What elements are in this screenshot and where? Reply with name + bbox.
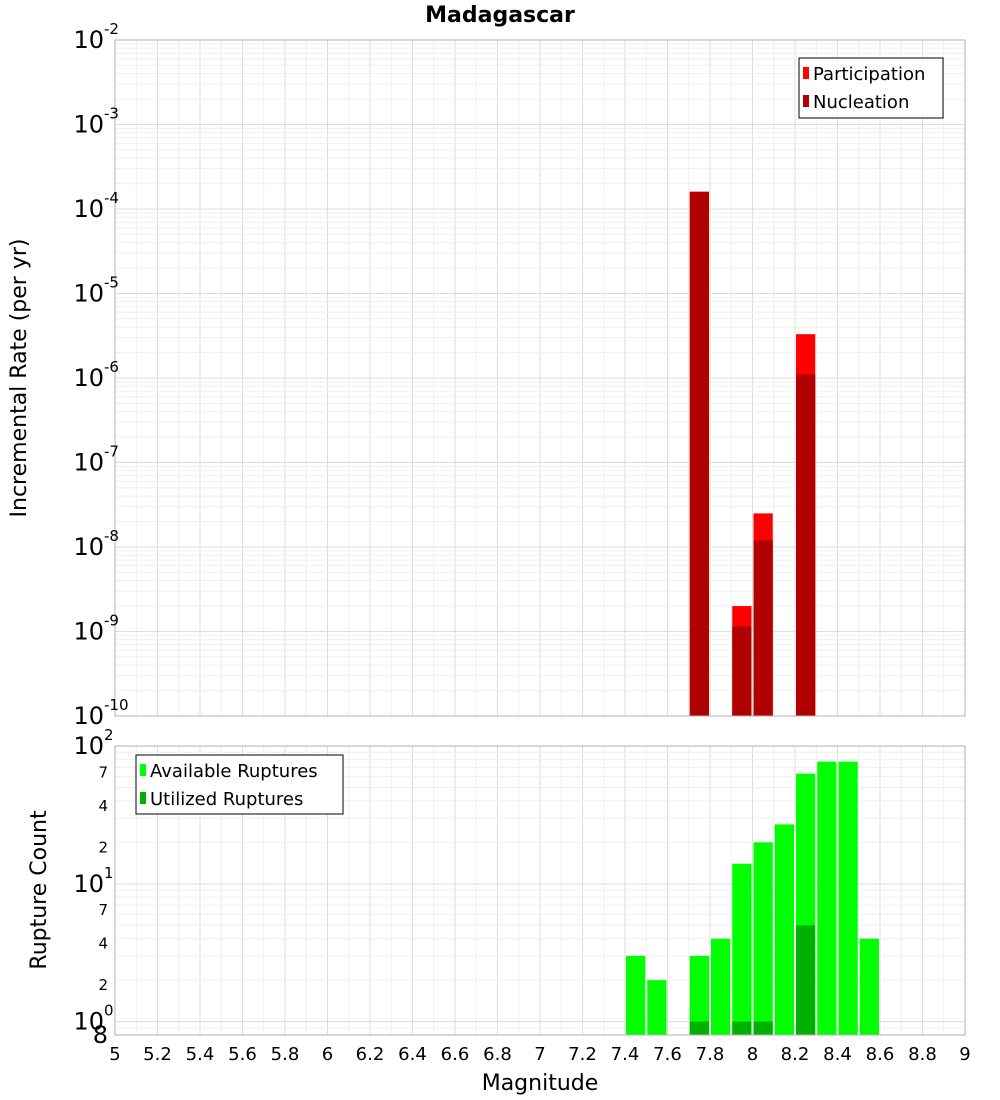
y-tick-exponent: -7 xyxy=(104,443,119,461)
x-tick-label: 5.8 xyxy=(271,1044,300,1065)
chart-title: Madagascar xyxy=(425,3,575,28)
legend-entry: Nucleation xyxy=(813,92,909,113)
y-tick-label: 10 xyxy=(73,449,104,477)
legend-swatch xyxy=(140,764,146,776)
x-tick-label: 8.2 xyxy=(781,1044,810,1065)
y-tick-label: 10 xyxy=(73,618,104,646)
x-tick-label: 6.4 xyxy=(398,1044,427,1065)
y-tick-exponent: -10 xyxy=(104,696,129,714)
bar-nucleation xyxy=(732,626,752,716)
x-tick-label: 8 xyxy=(747,1044,758,1065)
bar-nucleation xyxy=(753,540,773,716)
y-minor-tick-label: 4 xyxy=(98,797,108,815)
bar-utilized-ruptures xyxy=(796,925,816,1035)
x-tick-label: 7 xyxy=(534,1044,545,1065)
y-tick-label: 10 xyxy=(73,702,104,730)
legend-entry: Available Ruptures xyxy=(150,761,318,782)
x-tick-label: 5.6 xyxy=(228,1044,257,1065)
x-tick-label: 7.2 xyxy=(568,1044,597,1065)
y-tick-label: 10 xyxy=(73,280,104,308)
legend-box xyxy=(798,57,944,119)
bar-available-ruptures xyxy=(753,842,773,1035)
x-tick-label: 8.8 xyxy=(908,1044,937,1065)
x-tick-label: 7.6 xyxy=(653,1044,682,1065)
x-axis-label: Magnitude xyxy=(482,1071,599,1096)
x-tick-label: 7.4 xyxy=(611,1044,640,1065)
bottom-plot-frame xyxy=(114,745,966,1036)
y-tick-exponent: -9 xyxy=(104,612,119,630)
bar-available-ruptures xyxy=(774,824,794,1035)
y-tick-exponent: -2 xyxy=(104,20,119,38)
bottom-bars xyxy=(626,761,879,1035)
x-tick-labels: 5 5.2 5.4 5.6 5.8 6 6.2 6.4 6.6 6.8 7 7.2 7.4 7.6 7.8 8… xyxy=(109,1044,970,1065)
bar-available-ruptures xyxy=(626,955,646,1035)
legend-box xyxy=(135,754,344,815)
x-tick-label: 8.4 xyxy=(823,1044,852,1065)
bar-available-ruptures xyxy=(859,938,879,1035)
y-minor-tick-label: 8 xyxy=(93,1021,108,1049)
x-tick-label: 6.2 xyxy=(356,1044,385,1065)
bar-utilized-ruptures xyxy=(753,1021,773,1035)
x-tick-label: 6 xyxy=(322,1044,333,1065)
bar-available-ruptures xyxy=(838,761,858,1035)
y-minor-tick-label: 2 xyxy=(98,838,108,856)
bar-nucleation xyxy=(796,374,816,716)
top-bars xyxy=(689,191,816,717)
legend-swatch xyxy=(140,792,146,804)
y-tick-label: 10 xyxy=(73,195,104,223)
y-tick-exponent: -3 xyxy=(104,105,119,123)
x-tick-label: 9 xyxy=(959,1044,970,1065)
x-tick-label: 5 xyxy=(109,1044,120,1065)
y-tick-exponent: -6 xyxy=(104,358,119,376)
y-tick-exponent: 1 xyxy=(104,864,114,882)
y-tick-exponent: -5 xyxy=(104,274,119,292)
legend-entry: Participation xyxy=(813,64,925,85)
bar-available-ruptures xyxy=(689,955,709,1035)
bottom-legend: Available Ruptures Utilized Ruptures xyxy=(135,754,344,815)
y-tick-label: 10 xyxy=(73,364,104,392)
y-tick-exponent: -8 xyxy=(104,527,119,545)
y-tick-label: 10 xyxy=(73,732,104,760)
bottom-y-axis-label: Rupture Count xyxy=(27,810,52,970)
y-tick-exponent: 0 xyxy=(104,1002,114,1020)
legend-entry: Utilized Ruptures xyxy=(150,789,303,810)
x-tick-label: 7.8 xyxy=(696,1044,725,1065)
x-tick-label: 8.6 xyxy=(866,1044,895,1065)
bar-available-ruptures xyxy=(817,761,837,1035)
y-tick-exponent: 2 xyxy=(104,726,114,744)
top-y-axis-label: Incremental Rate (per yr) xyxy=(7,239,32,518)
bar-utilized-ruptures xyxy=(689,1021,709,1035)
y-minor-tick-label: 7 xyxy=(98,763,108,781)
top-plot-frame xyxy=(114,39,966,717)
y-minor-tick-label: 7 xyxy=(98,901,108,919)
bar-nucleation xyxy=(689,191,709,717)
x-tick-label: 6.6 xyxy=(441,1044,470,1065)
top-gridlines xyxy=(114,39,966,717)
legend-swatch xyxy=(803,95,809,107)
bar-available-ruptures xyxy=(711,938,731,1035)
x-tick-label: 5.2 xyxy=(143,1044,172,1065)
y-tick-exponent: -4 xyxy=(104,189,119,207)
y-tick-label: 10 xyxy=(73,870,104,898)
x-tick-label: 5.4 xyxy=(186,1044,215,1065)
top-legend: Participation Nucleation xyxy=(798,57,944,119)
bar-available-ruptures xyxy=(732,863,752,1035)
y-minor-tick-label: 4 xyxy=(98,935,108,953)
y-minor-tick-label: 2 xyxy=(98,976,108,994)
bar-available-ruptures xyxy=(647,980,667,1035)
y-tick-label: 10 xyxy=(73,26,104,54)
y-tick-label: 10 xyxy=(73,1008,104,1036)
bar-utilized-ruptures xyxy=(732,1021,752,1035)
y-tick-label: 10 xyxy=(73,533,104,561)
legend-swatch xyxy=(803,67,809,79)
x-tick-label: 6.8 xyxy=(483,1044,512,1065)
y-tick-label: 10 xyxy=(73,111,104,139)
